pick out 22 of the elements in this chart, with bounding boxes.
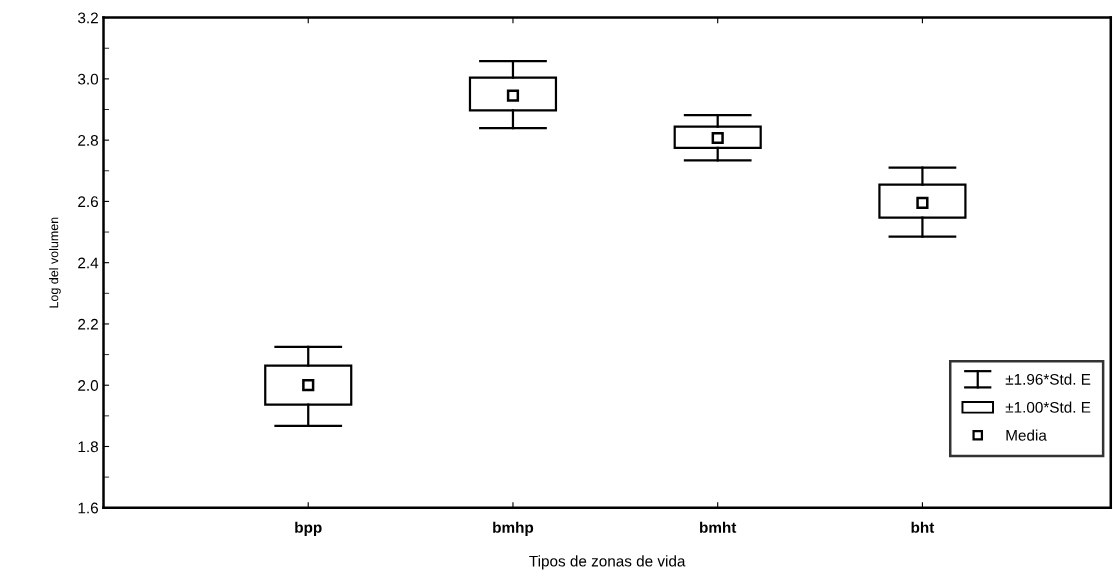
- annotation: ±1.96*Std. E: [1005, 373, 1091, 385]
- point: [711, 131, 724, 145]
- x-tick-label: bmht: [700, 521, 737, 533]
- y-tick-label: 1.6: [78, 502, 98, 514]
- y-tick-label: 2.0: [78, 380, 99, 391]
- y-tick-label: 3.0: [77, 73, 99, 85]
- y-tick-label: 2.6: [78, 196, 98, 208]
- annotation: ±1.00*Std. E: [1005, 401, 1091, 413]
- y-tick-label: 2.2: [78, 318, 98, 330]
- point: [302, 379, 315, 392]
- x-axis-title: Tipos de zonas de vida: [529, 555, 686, 570]
- x-tick-label: bht: [911, 521, 935, 533]
- y-tick-label: 1.8: [78, 441, 98, 453]
- legend-label: Media: [1006, 429, 1047, 441]
- x-tick-label: bpp: [295, 521, 322, 536]
- x-tick-label: bmhp: [493, 521, 534, 536]
- y-tick-label: 2.4: [78, 257, 99, 269]
- point: [506, 89, 520, 102]
- y-tick-label: 2.8: [78, 135, 98, 146]
- y-tick-label: 3.2: [77, 12, 98, 24]
- y-axis-title: Log del volumen: [49, 217, 61, 308]
- point: [916, 196, 929, 210]
